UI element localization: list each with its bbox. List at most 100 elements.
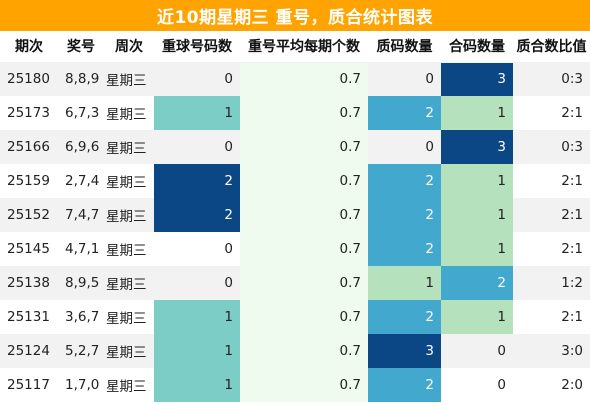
- header-repeat-average: 重号平均每期个数: [240, 31, 368, 63]
- cell-repeat-average: 0.7: [240, 198, 368, 232]
- cell-composite-count: 2: [441, 266, 513, 300]
- cell-composite-count: 0: [441, 334, 513, 368]
- cell-weekday: 星期三: [104, 266, 154, 300]
- cell-weekday: 星期三: [104, 300, 154, 334]
- cell-repeat-count: 0: [154, 266, 240, 300]
- table-row: 25152 7,4,7 星期三 2 0.7 2 1 2:1: [0, 198, 590, 232]
- cell-issue: 25152: [0, 198, 58, 232]
- cell-repeat-count: 2: [154, 164, 240, 198]
- cell-weekday: 星期三: [104, 334, 154, 368]
- cell-prime-count: 2: [368, 300, 441, 334]
- cell-prime-count: 3: [368, 334, 441, 368]
- cell-numbers: 2,7,4: [58, 164, 104, 198]
- cell-weekday: 星期三: [104, 368, 154, 402]
- cell-weekday: 星期三: [104, 198, 154, 232]
- table-row: 25131 3,6,7 星期三 1 0.7 2 1 2:1: [0, 300, 590, 334]
- cell-issue: 25173: [0, 96, 58, 130]
- table-row: 25145 4,7,1 星期三 0 0.7 2 1 2:1: [0, 232, 590, 266]
- cell-ratio: 2:1: [513, 96, 590, 130]
- cell-repeat-count: 1: [154, 334, 240, 368]
- table-row: 25117 1,7,0 星期三 1 0.7 2 0 2:0: [0, 368, 590, 402]
- header-repeat-count: 重球号码数: [154, 31, 240, 63]
- cell-repeat-average: 0.7: [240, 300, 368, 334]
- cell-repeat-average: 0.7: [240, 266, 368, 300]
- header-prime-count: 质码数量: [368, 31, 441, 63]
- cell-numbers: 6,9,6: [58, 130, 104, 164]
- cell-repeat-average: 0.7: [240, 62, 368, 96]
- cell-numbers: 7,4,7: [58, 198, 104, 232]
- cell-prime-count: 2: [368, 164, 441, 198]
- table-row: 25166 6,9,6 星期三 0 0.7 0 3 0:3: [0, 130, 590, 164]
- cell-repeat-count: 2: [154, 198, 240, 232]
- cell-prime-count: 1: [368, 266, 441, 300]
- cell-issue: 25138: [0, 266, 58, 300]
- cell-issue: 25180: [0, 62, 58, 96]
- cell-repeat-count: 1: [154, 96, 240, 130]
- header-composite-count: 合码数量: [441, 31, 513, 63]
- header-weekday: 周次: [104, 31, 154, 63]
- header-numbers: 奖号: [58, 31, 104, 63]
- cell-issue: 25131: [0, 300, 58, 334]
- cell-composite-count: 1: [441, 300, 513, 334]
- cell-composite-count: 1: [441, 164, 513, 198]
- cell-numbers: 1,7,0: [58, 368, 104, 402]
- cell-ratio: 2:1: [513, 232, 590, 266]
- cell-composite-count: 1: [441, 96, 513, 130]
- cell-weekday: 星期三: [104, 130, 154, 164]
- cell-ratio: 2:1: [513, 300, 590, 334]
- cell-ratio: 1:2: [513, 266, 590, 300]
- header-row: 期次 奖号 周次 重球号码数 重号平均每期个数 质码数量 合码数量 质合数比值: [0, 31, 590, 63]
- cell-ratio: 0:3: [513, 130, 590, 164]
- cell-numbers: 5,2,7: [58, 334, 104, 368]
- cell-prime-count: 0: [368, 130, 441, 164]
- cell-weekday: 星期三: [104, 62, 154, 96]
- header-issue: 期次: [0, 31, 58, 63]
- table-row: 25138 8,9,5 星期三 0 0.7 1 2 1:2: [0, 266, 590, 300]
- cell-repeat-count: 1: [154, 300, 240, 334]
- chart-title: 近10期星期三 重号，质合统计图表: [0, 0, 590, 31]
- cell-numbers: 8,9,5: [58, 266, 104, 300]
- cell-issue: 25117: [0, 368, 58, 402]
- cell-repeat-average: 0.7: [240, 368, 368, 402]
- stats-table: 期次 奖号 周次 重球号码数 重号平均每期个数 质码数量 合码数量 质合数比值 …: [0, 31, 590, 402]
- cell-composite-count: 1: [441, 232, 513, 266]
- cell-numbers: 8,8,9: [58, 62, 104, 96]
- cell-issue: 25166: [0, 130, 58, 164]
- cell-composite-count: 3: [441, 62, 513, 96]
- cell-ratio: 2:1: [513, 164, 590, 198]
- table-row: 25124 5,2,7 星期三 1 0.7 3 0 3:0: [0, 334, 590, 368]
- cell-ratio: 3:0: [513, 334, 590, 368]
- cell-repeat-average: 0.7: [240, 334, 368, 368]
- cell-ratio: 0:3: [513, 62, 590, 96]
- cell-numbers: 6,7,3: [58, 96, 104, 130]
- table-row: 25159 2,7,4 星期三 2 0.7 2 1 2:1: [0, 164, 590, 198]
- cell-repeat-count: 0: [154, 232, 240, 266]
- cell-issue: 25124: [0, 334, 58, 368]
- header-ratio: 质合数比值: [513, 31, 590, 63]
- cell-prime-count: 2: [368, 368, 441, 402]
- cell-composite-count: 0: [441, 368, 513, 402]
- cell-weekday: 星期三: [104, 96, 154, 130]
- cell-issue: 25159: [0, 164, 58, 198]
- table-body: 25180 8,8,9 星期三 0 0.7 0 3 0:3 25173 6,7,3 星期三 1 0.7 2…: [0, 62, 590, 402]
- cell-repeat-count: 1: [154, 368, 240, 402]
- cell-repeat-average: 0.7: [240, 164, 368, 198]
- table-row: 25173 6,7,3 星期三 1 0.7 2 1 2:1: [0, 96, 590, 130]
- cell-numbers: 3,6,7: [58, 300, 104, 334]
- cell-repeat-count: 0: [154, 62, 240, 96]
- cell-prime-count: 2: [368, 96, 441, 130]
- cell-numbers: 4,7,1: [58, 232, 104, 266]
- cell-ratio: 2:1: [513, 198, 590, 232]
- cell-repeat-average: 0.7: [240, 232, 368, 266]
- cell-composite-count: 3: [441, 130, 513, 164]
- cell-ratio: 2:0: [513, 368, 590, 402]
- cell-prime-count: 0: [368, 62, 441, 96]
- table-row: 25180 8,8,9 星期三 0 0.7 0 3 0:3: [0, 62, 590, 96]
- cell-weekday: 星期三: [104, 164, 154, 198]
- cell-prime-count: 2: [368, 232, 441, 266]
- cell-repeat-count: 0: [154, 130, 240, 164]
- cell-composite-count: 1: [441, 198, 513, 232]
- cell-prime-count: 2: [368, 198, 441, 232]
- cell-weekday: 星期三: [104, 232, 154, 266]
